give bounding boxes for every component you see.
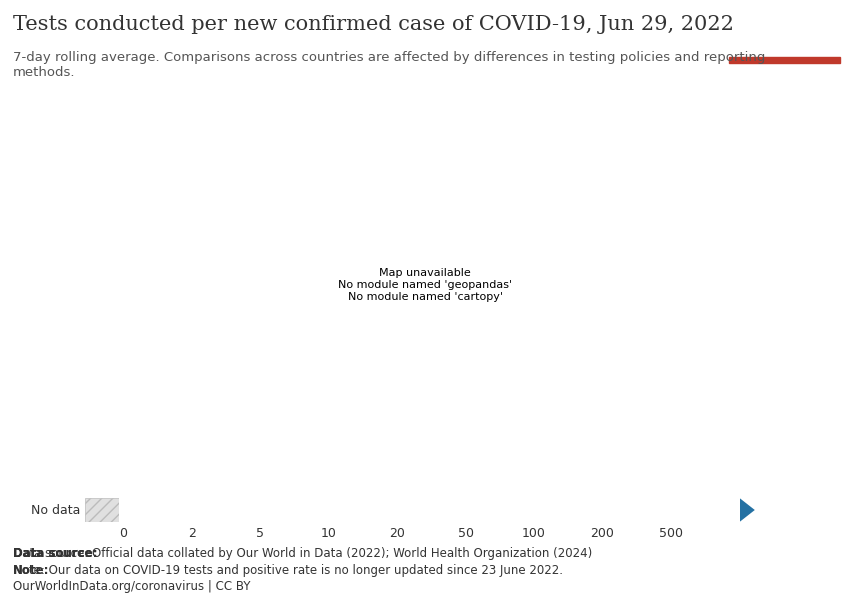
Text: 20: 20: [389, 527, 405, 540]
Text: Tests conducted per new confirmed case of COVID-19, Jun 29, 2022: Tests conducted per new confirmed case o…: [13, 15, 734, 34]
Text: 200: 200: [591, 527, 615, 540]
Text: Our World: Our World: [755, 24, 814, 34]
Text: Note:: Note:: [13, 564, 49, 577]
Text: 7-day rolling average. Comparisons across countries are affected by differences : 7-day rolling average. Comparisons acros…: [13, 51, 765, 79]
Text: No data: No data: [31, 503, 81, 517]
Text: 50: 50: [457, 527, 473, 540]
Text: 5: 5: [256, 527, 264, 540]
Text: 100: 100: [522, 527, 546, 540]
Text: Note: Our data on COVID-19 tests and positive rate is no longer updated since 23: Note: Our data on COVID-19 tests and pos…: [13, 564, 563, 577]
Text: 500: 500: [659, 527, 683, 540]
Text: in Data: in Data: [763, 38, 806, 49]
Text: Data source:: Data source:: [13, 547, 97, 560]
Text: 10: 10: [320, 527, 337, 540]
Text: 0: 0: [119, 527, 128, 540]
Text: Map unavailable
No module named 'geopandas'
No module named 'cartopy': Map unavailable No module named 'geopand…: [338, 268, 512, 302]
Text: OurWorldInData.org/coronavirus | CC BY: OurWorldInData.org/coronavirus | CC BY: [13, 580, 250, 593]
Bar: [729, 58, 840, 63]
Text: 2: 2: [188, 527, 196, 540]
Text: Data source: Official data collated by Our World in Data (2022); World Health Or: Data source: Official data collated by O…: [13, 547, 592, 560]
Text: Data source:: Data source:: [13, 547, 97, 560]
Polygon shape: [740, 498, 755, 522]
